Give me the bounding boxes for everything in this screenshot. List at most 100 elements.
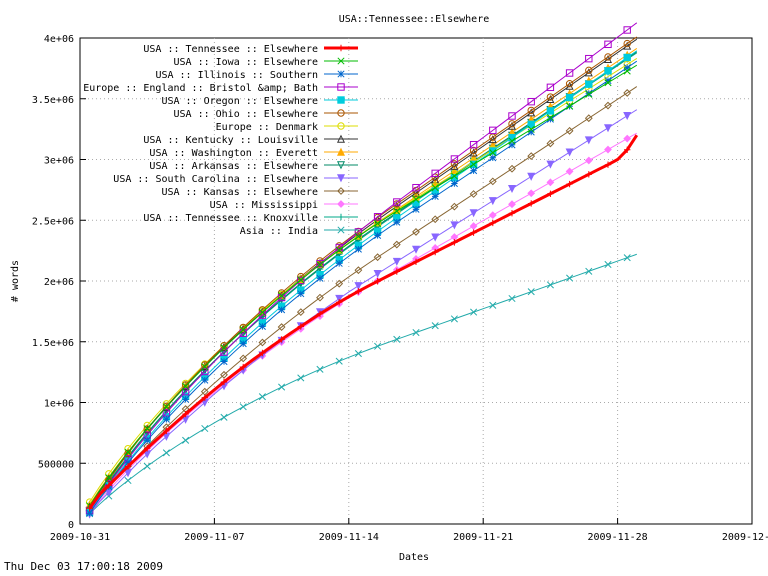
series-3 bbox=[86, 60, 638, 517]
series-marker bbox=[489, 126, 497, 135]
series-marker bbox=[527, 128, 535, 136]
series-marker bbox=[124, 463, 132, 470]
series-marker bbox=[143, 436, 151, 444]
series-marker bbox=[336, 134, 346, 143]
legend-entry: USA :: Iowa :: Elsewhere bbox=[174, 57, 358, 68]
legend-entry: USA :: Oregon :: Elsewhere bbox=[161, 96, 358, 107]
series-marker bbox=[393, 218, 401, 226]
series-marker bbox=[335, 259, 343, 267]
series-line bbox=[89, 64, 638, 507]
series-marker bbox=[585, 54, 593, 63]
series-marker bbox=[546, 83, 555, 92]
series-marker bbox=[316, 365, 324, 373]
series-marker bbox=[584, 156, 593, 165]
timestamp: Thu Dec 03 17:00:18 2009 bbox=[4, 560, 163, 573]
series-marker bbox=[181, 387, 190, 396]
series-line bbox=[89, 50, 638, 513]
series-marker bbox=[335, 357, 343, 365]
series-marker bbox=[337, 187, 345, 195]
series-marker bbox=[585, 171, 592, 178]
series-marker bbox=[392, 240, 401, 249]
series-marker bbox=[392, 257, 401, 266]
series-marker bbox=[411, 245, 421, 254]
series-marker bbox=[604, 260, 612, 269]
series-marker bbox=[336, 174, 346, 183]
series-marker bbox=[297, 290, 305, 298]
series-marker bbox=[508, 164, 516, 173]
series-marker bbox=[220, 348, 228, 356]
series-marker bbox=[604, 145, 612, 154]
legend-entry: USA :: Tennessee :: Elsewhere bbox=[143, 44, 358, 55]
series-marker bbox=[335, 294, 344, 303]
legend-entry: Europe :: Denmark bbox=[216, 122, 358, 133]
legend-label: Asia :: India bbox=[240, 226, 318, 237]
series-marker bbox=[566, 274, 574, 282]
series-marker bbox=[623, 67, 631, 75]
series-marker bbox=[296, 308, 305, 317]
series-4 bbox=[85, 22, 638, 515]
series-marker bbox=[220, 378, 228, 386]
series-marker bbox=[337, 96, 345, 104]
series-marker bbox=[623, 39, 631, 48]
series-marker bbox=[603, 54, 613, 63]
series-marker bbox=[336, 299, 343, 306]
series-marker bbox=[450, 160, 459, 168]
series-marker bbox=[393, 268, 400, 275]
series-marker bbox=[585, 89, 593, 97]
series-marker bbox=[374, 219, 382, 227]
series-marker bbox=[259, 349, 266, 357]
series-marker bbox=[373, 270, 382, 279]
series-marker bbox=[337, 226, 345, 234]
series-marker bbox=[86, 509, 94, 517]
series-marker bbox=[623, 134, 632, 143]
series-marker bbox=[584, 68, 593, 77]
series-marker bbox=[469, 148, 478, 157]
series-marker bbox=[201, 363, 209, 371]
series-marker bbox=[604, 76, 612, 85]
series-marker bbox=[470, 160, 478, 168]
series-marker bbox=[584, 114, 593, 123]
series-marker bbox=[337, 109, 345, 117]
series-marker bbox=[355, 288, 362, 295]
y-tick-label: 500000 bbox=[38, 459, 74, 470]
series-marker bbox=[585, 267, 593, 275]
series-marker bbox=[278, 292, 286, 300]
series-marker bbox=[527, 120, 535, 128]
series-marker bbox=[316, 274, 324, 282]
series-marker bbox=[354, 282, 363, 291]
series-marker bbox=[508, 210, 516, 217]
series-marker bbox=[469, 146, 478, 155]
series-marker bbox=[239, 403, 247, 411]
series-marker bbox=[239, 326, 247, 334]
series-marker bbox=[201, 394, 208, 401]
series-marker bbox=[258, 338, 267, 347]
series-marker bbox=[489, 219, 496, 227]
series-marker bbox=[624, 146, 631, 153]
series-marker bbox=[450, 315, 458, 323]
series-marker bbox=[354, 266, 363, 275]
series-marker bbox=[374, 231, 382, 239]
series-marker bbox=[431, 169, 439, 178]
series-marker bbox=[316, 260, 324, 268]
series-marker bbox=[337, 83, 345, 91]
series-marker bbox=[374, 278, 381, 285]
y-tick-label: 0 bbox=[68, 520, 74, 531]
x-tick-label: 2009-11-14 bbox=[319, 532, 379, 543]
series-marker bbox=[604, 101, 612, 110]
series-marker bbox=[337, 70, 345, 78]
series-marker bbox=[566, 180, 573, 188]
series-marker bbox=[220, 344, 228, 352]
series-1 bbox=[86, 134, 639, 512]
series-marker bbox=[220, 413, 228, 421]
series-marker bbox=[603, 124, 613, 133]
series-marker bbox=[124, 448, 132, 456]
series-marker bbox=[450, 221, 459, 230]
series-marker bbox=[546, 93, 555, 101]
series-marker bbox=[336, 161, 346, 170]
series-line bbox=[89, 60, 638, 514]
series-marker bbox=[124, 459, 132, 467]
legend-label: USA :: South Carolina :: Elsewhere bbox=[113, 174, 318, 185]
series-marker bbox=[623, 112, 632, 121]
legend-entry: USA :: Washington :: Everett bbox=[149, 147, 358, 159]
